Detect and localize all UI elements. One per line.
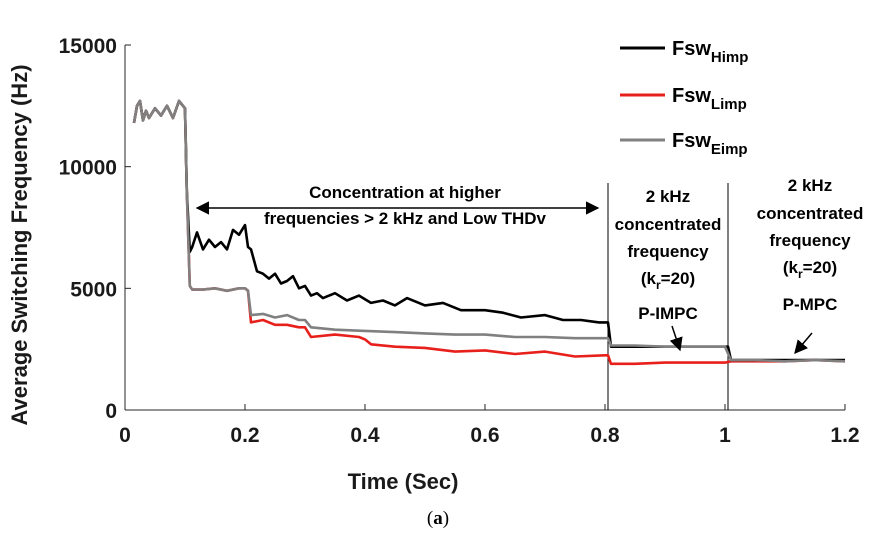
range-text-line1: Concentration at higher — [309, 183, 501, 202]
legend-label-limp: FswLimp — [672, 85, 747, 113]
pmpc-annotation: 2 kHz concentrated frequency (kr=20) P-M… — [757, 176, 864, 355]
legend: FswHimp FswLimp FswEimp — [620, 38, 748, 158]
x-tick-label: 0.6 — [470, 424, 499, 447]
x-tick-label: 0 — [119, 424, 131, 447]
axis-ticks: 0 0.2 0.4 0.6 0.8 1 1.2 0 5000 10000 15000 — [59, 35, 860, 447]
y-tick-label: 0 — [105, 400, 117, 423]
x-axis-title: Time (Sec) — [348, 469, 459, 494]
mid-method: P-IMPC — [638, 304, 698, 323]
mid-arrow — [669, 325, 683, 352]
mid-line1: 2 kHz — [646, 187, 690, 206]
figure-caption: (a) — [427, 508, 449, 529]
x-tick-label: 1.2 — [830, 424, 859, 447]
mid-kr: (kr=20) — [641, 269, 695, 292]
x-tick-label: 0.4 — [350, 424, 380, 447]
right-arrow — [794, 332, 813, 355]
right-kr: (kr=20) — [783, 258, 837, 281]
data-series — [132, 99, 846, 366]
y-tick-label: 10000 — [59, 157, 117, 180]
y-axis-title: Average Switching Frequency (Hz) — [7, 64, 32, 425]
series-line-eimp — [132, 99, 846, 363]
mid-line2: concentrated — [615, 215, 722, 234]
x-tick-label: 0.2 — [230, 424, 259, 447]
right-method: P-MPC — [783, 295, 838, 314]
y-tick-label: 15000 — [59, 35, 117, 58]
pimpc-annotation: 2 kHz concentrated frequency (kr=20) P-I… — [615, 187, 722, 352]
right-line3: frequency — [769, 231, 851, 250]
legend-label-himp: FswHimp — [672, 38, 748, 66]
legend-label-eimp: FswEimp — [672, 130, 748, 158]
series-line-himp — [132, 99, 845, 362]
right-line2: concentrated — [757, 204, 864, 223]
range-annotation: Concentration at higher frequencies > 2 … — [195, 183, 600, 228]
range-text-line2: frequencies > 2 kHz and Low THDv — [264, 209, 547, 228]
x-tick-label: 0.8 — [590, 424, 620, 447]
separator-lines — [607, 183, 729, 410]
x-tick-label: 1 — [719, 424, 731, 447]
y-tick-label: 5000 — [70, 278, 117, 301]
mid-line3: frequency — [627, 242, 709, 261]
right-line1: 2 kHz — [788, 176, 832, 195]
